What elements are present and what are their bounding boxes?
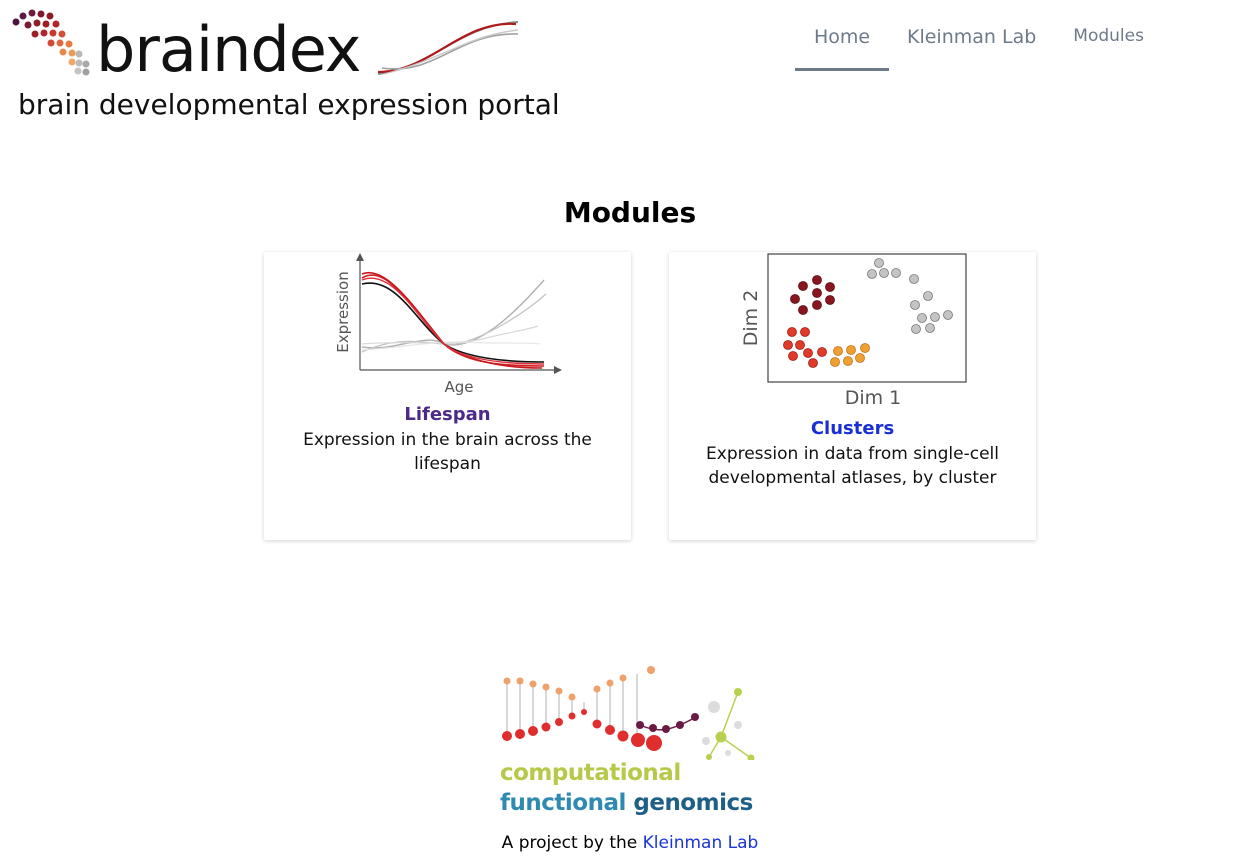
- page-title: Modules: [563, 195, 697, 229]
- footer-credit: A project by the Kleinman Lab: [0, 831, 1260, 855]
- clusters-x-axis-label: Dim 1: [845, 387, 902, 409]
- kleinman-lab-link[interactable]: Kleinman Lab: [642, 833, 759, 853]
- nav-kleinman-lab[interactable]: Kleinman Lab: [907, 26, 1037, 48]
- logo-graphic: [12, 9, 519, 76]
- computational-functional-genomics-logo[interactable]: computational functional genomics: [496, 660, 761, 825]
- nav-home[interactable]: Home: [795, 18, 889, 71]
- lifespan-card-description: Expression in the brain across the lifes…: [303, 430, 592, 474]
- clusters-card[interactable]: Dim 2 Dim 1 Clusters Expression in data …: [669, 252, 1036, 540]
- lifespan-line-plot-icon: Expression Age: [334, 253, 562, 396]
- lifespan-x-axis-label: Age: [444, 378, 473, 396]
- logo-dots: [12, 9, 90, 76]
- cfg-logo-genomics: genomics: [633, 790, 753, 816]
- clusters-y-axis-label: Dim 2: [740, 290, 762, 347]
- main-nav: Home Kleinman Lab Modules: [795, 18, 1144, 71]
- clusters-scatter-plot-icon: Dim 2 Dim 1: [740, 253, 967, 409]
- logo-wordmark: braindex: [96, 13, 361, 86]
- lifespan-y-axis-label: Expression: [334, 271, 352, 352]
- lifespan-card-title[interactable]: Lifespan: [404, 404, 491, 425]
- cfg-logo-functional: functional: [500, 790, 626, 816]
- cfg-logo-graphic: [502, 666, 755, 762]
- braindex-logo[interactable]: braindex brain developmental expression …: [6, 6, 560, 126]
- logo-subtitle: brain developmental expression portal: [18, 88, 560, 121]
- cfg-logo-line1: computational: [500, 760, 681, 786]
- cfg-logo-line2: functional genomics: [500, 790, 753, 816]
- nav-modules[interactable]: Modules: [1073, 26, 1144, 46]
- clusters-card-description: Expression in data from single-cell deve…: [706, 444, 999, 488]
- clusters-card-title[interactable]: Clusters: [810, 418, 895, 439]
- footer-credit-text: A project by the: [501, 833, 638, 853]
- lifespan-card[interactable]: Expression Age Lifespan Expression in th…: [264, 252, 631, 540]
